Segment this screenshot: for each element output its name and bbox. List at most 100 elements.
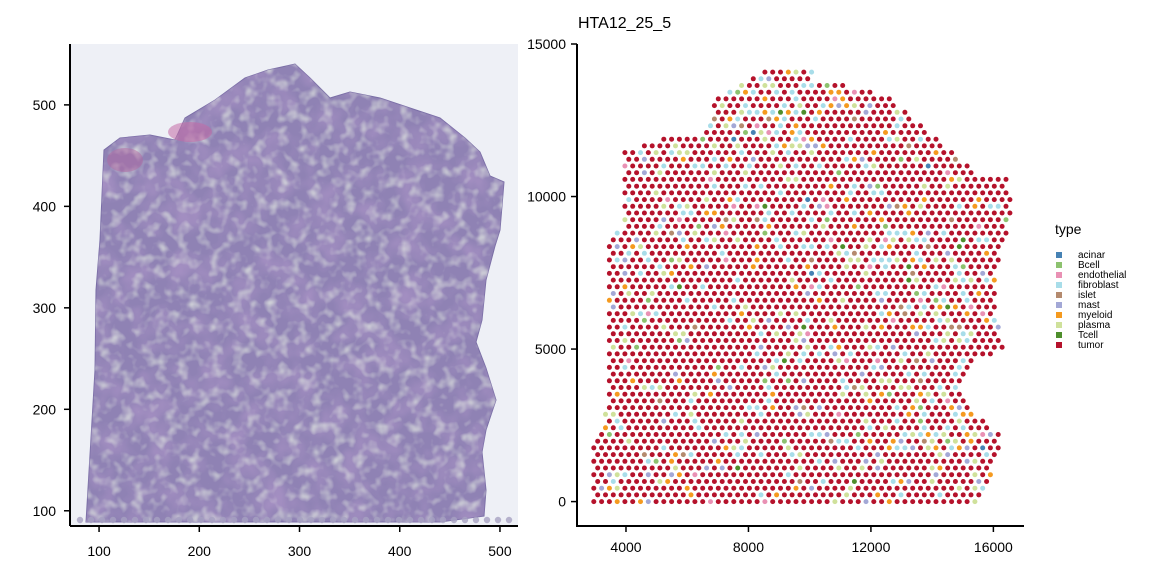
spot-point xyxy=(789,452,795,458)
spot-point xyxy=(743,438,748,444)
spot-point xyxy=(743,492,748,498)
spot-point xyxy=(828,438,834,444)
spot-point xyxy=(863,391,869,397)
spot-point xyxy=(696,156,702,162)
spot-point xyxy=(918,364,923,370)
spot-point xyxy=(848,499,853,505)
spot-point xyxy=(813,170,818,176)
spot-point xyxy=(774,492,780,498)
spot-point xyxy=(976,250,982,256)
spot-point xyxy=(906,465,912,471)
spot-point xyxy=(859,479,865,484)
spot-point xyxy=(781,197,787,203)
spot-point xyxy=(925,418,931,424)
spot-point xyxy=(886,150,892,156)
spot-point xyxy=(762,324,768,330)
spot-point xyxy=(894,499,900,505)
spot-point xyxy=(875,156,881,162)
spot-point xyxy=(766,130,772,135)
x-axis-ticks: 100 200 300 400 500 xyxy=(87,526,512,559)
spot-point xyxy=(836,358,842,364)
spot-point xyxy=(844,479,850,484)
spot-point xyxy=(871,458,877,464)
spot-point xyxy=(797,250,803,256)
spot-point xyxy=(770,297,776,303)
spot-point xyxy=(766,116,772,122)
spot-point xyxy=(937,452,943,458)
spot-point xyxy=(696,425,702,431)
spot-point xyxy=(797,183,803,189)
spot-point xyxy=(820,479,826,484)
spot-point xyxy=(719,465,725,471)
spot-point xyxy=(649,264,655,270)
spot-point xyxy=(820,411,826,417)
spot-point xyxy=(704,331,710,337)
spot-point xyxy=(661,472,667,478)
spot-point xyxy=(641,183,647,189)
spot-point xyxy=(968,210,974,216)
spot-point xyxy=(855,230,861,236)
spot-point xyxy=(828,116,834,122)
spot-point xyxy=(984,183,990,189)
spot-point xyxy=(941,217,947,223)
spot-point xyxy=(739,96,745,102)
spot-point xyxy=(793,83,799,88)
spot-point xyxy=(980,458,986,464)
spot-point xyxy=(754,432,760,437)
spot-point xyxy=(622,391,628,397)
spot-point xyxy=(785,405,791,411)
spot-point xyxy=(750,237,756,243)
spot-point xyxy=(630,338,636,343)
spot-point xyxy=(867,358,873,364)
spot-point xyxy=(952,452,958,458)
spot-point xyxy=(743,237,748,243)
spot-point xyxy=(778,499,783,505)
spot-point xyxy=(715,391,721,397)
spot-point xyxy=(680,223,686,229)
spot-point xyxy=(863,176,869,182)
spot-point xyxy=(758,479,764,484)
spot-point xyxy=(739,190,745,196)
spot-point xyxy=(890,452,896,458)
spot-point xyxy=(914,291,920,296)
spot-point xyxy=(933,499,939,505)
spot-point xyxy=(960,237,966,243)
spot-point xyxy=(750,264,756,270)
spot-point xyxy=(778,338,783,343)
spot-point xyxy=(863,123,869,129)
spot-point xyxy=(789,103,795,109)
spot-point xyxy=(941,351,947,357)
spot-point xyxy=(871,230,877,236)
spot-point xyxy=(715,364,721,370)
spot-point xyxy=(836,331,842,337)
spot-point xyxy=(618,277,624,283)
spot-point xyxy=(750,331,756,337)
spot-point xyxy=(995,324,1001,330)
spot-point xyxy=(937,237,943,243)
spot-point xyxy=(750,277,756,283)
spot-point xyxy=(828,223,834,229)
spot-point xyxy=(840,244,846,250)
spot-point xyxy=(641,425,647,431)
spot-point xyxy=(855,136,861,142)
spot-point xyxy=(696,452,702,458)
spot-point xyxy=(906,210,912,216)
spot-point xyxy=(824,458,830,464)
spot-point xyxy=(952,156,958,162)
spot-point xyxy=(680,143,686,149)
spot-point xyxy=(704,197,710,203)
spot-point xyxy=(610,358,616,364)
spot-point xyxy=(871,270,877,276)
spot-point xyxy=(638,150,643,156)
spot-point xyxy=(859,103,865,109)
spot-point xyxy=(774,156,780,162)
spot-point xyxy=(960,358,966,364)
spot-point xyxy=(634,425,640,431)
spot-point xyxy=(778,150,783,156)
spot-point xyxy=(894,418,900,424)
spot-point xyxy=(820,89,826,95)
spot-point xyxy=(956,432,962,437)
spot-point xyxy=(645,284,651,290)
spot-point xyxy=(622,458,628,464)
spot-point xyxy=(599,499,605,505)
